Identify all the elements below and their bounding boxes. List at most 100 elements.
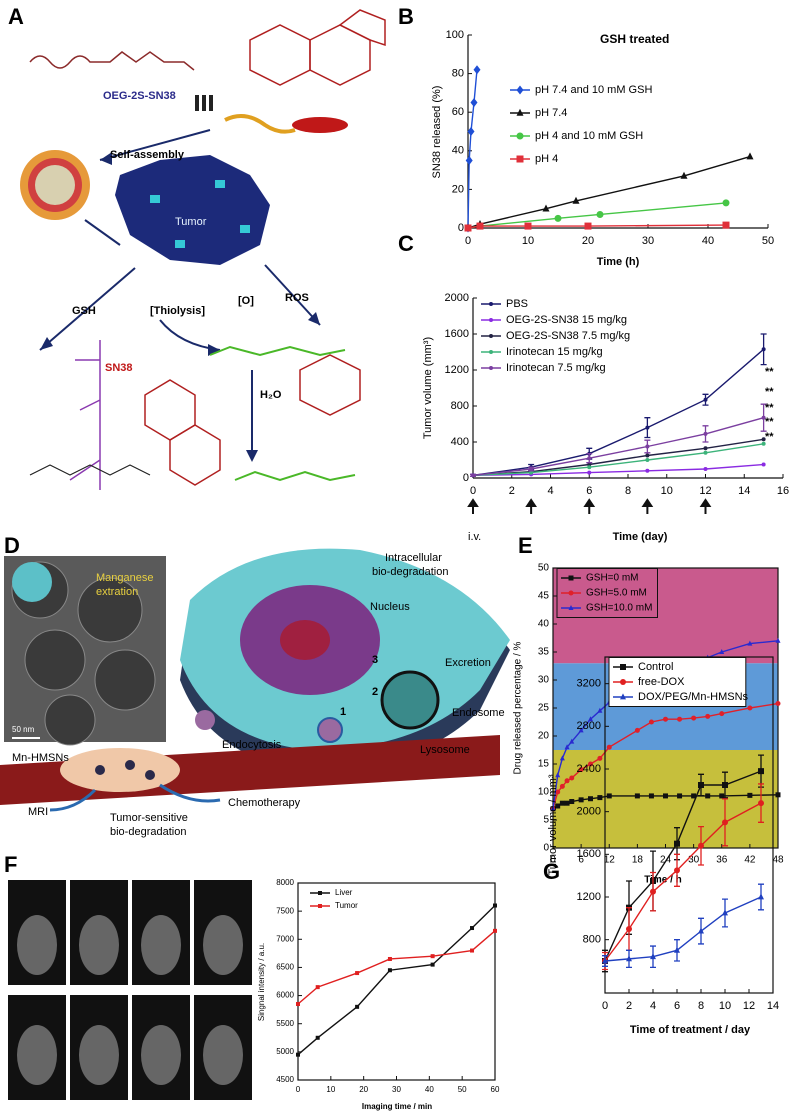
x-tick-label: 10 xyxy=(326,1085,335,1094)
x-tick-label: 30 xyxy=(392,1085,401,1094)
marker xyxy=(775,792,781,798)
y-tick-label: 7000 xyxy=(276,934,294,943)
x-tick-label: 50 xyxy=(458,1085,467,1094)
x-axis-label: Time of treatment / day xyxy=(630,1024,751,1036)
diagram-label: bio-degradation xyxy=(372,566,448,578)
marker xyxy=(634,793,640,799)
x-tick-label: 60 xyxy=(491,1085,500,1094)
y-tick-label: 6000 xyxy=(276,991,294,1000)
marker xyxy=(318,891,322,895)
marker xyxy=(602,957,608,964)
legend-label: pH 7.4 and 10 mM GSH xyxy=(535,84,652,96)
x-tick-label: 2 xyxy=(626,1000,632,1012)
marker xyxy=(516,132,524,140)
marker xyxy=(645,453,650,458)
y-tick-label: 10 xyxy=(538,787,550,798)
x-tick-label: 8 xyxy=(698,1000,704,1012)
y-tick-label: 35 xyxy=(538,647,550,658)
series-line xyxy=(472,348,765,476)
legend-label: GSH=5.0 mM xyxy=(586,588,647,599)
diagram-label: Mn-HMSNs xyxy=(12,752,69,764)
marker xyxy=(703,450,708,455)
legend-label: OEG-2S-SN38 7.5 mg/kg xyxy=(506,330,630,342)
marker xyxy=(606,744,612,750)
marker xyxy=(606,793,612,799)
marker xyxy=(758,768,764,775)
marker xyxy=(626,955,632,962)
diagram-label: Lysosome xyxy=(420,744,470,756)
legend-label: Liver xyxy=(335,888,353,897)
marker xyxy=(634,727,640,733)
marker xyxy=(587,470,592,475)
y-tick-label: 20 xyxy=(452,183,464,195)
marker xyxy=(650,888,656,895)
injection-arrow xyxy=(467,498,479,514)
marker xyxy=(648,719,654,725)
marker xyxy=(569,799,575,805)
diagram-label: MRI xyxy=(28,806,48,818)
mri-images xyxy=(8,880,252,1100)
legend-label: pH 7.4 xyxy=(535,107,567,119)
y-tick-label: 6500 xyxy=(276,963,294,972)
x-tick-label: 0 xyxy=(296,1085,301,1094)
x-tick-label: 4 xyxy=(650,1000,656,1012)
marker xyxy=(674,867,680,874)
x-tick-label: 0 xyxy=(470,485,476,497)
legend-label: Irinotecan 7.5 mg/kg xyxy=(506,362,606,374)
diagram-label: extration xyxy=(96,586,138,598)
marker xyxy=(559,755,565,761)
x-tick-label: 0 xyxy=(465,235,471,247)
x-tick-label: 40 xyxy=(425,1085,434,1094)
marker xyxy=(587,456,592,461)
marker xyxy=(559,800,565,806)
x-tick-label: 42 xyxy=(744,855,756,866)
x-tick-label: 20 xyxy=(359,1085,368,1094)
panel-label: G xyxy=(543,859,560,884)
marker xyxy=(524,222,532,230)
x-tick-label: 40 xyxy=(702,235,714,247)
marker xyxy=(719,793,725,799)
legend-label: PBS xyxy=(506,298,528,310)
x-tick-label: 4 xyxy=(547,485,553,497)
y-axis-label: Drug released percentage / % xyxy=(513,641,524,774)
marker xyxy=(758,800,764,807)
marker xyxy=(569,775,575,781)
x-tick-label: 14 xyxy=(767,1000,779,1012)
x-tick-label: 6 xyxy=(586,485,592,497)
y-tick-label: 50 xyxy=(538,563,550,574)
marker xyxy=(550,805,556,811)
marker xyxy=(493,928,497,933)
marker xyxy=(578,767,584,773)
y-tick-label: 80 xyxy=(452,68,464,80)
diagram-label: Manganese xyxy=(96,572,154,584)
marker xyxy=(473,65,481,75)
marker xyxy=(719,649,725,654)
x-tick-label: 20 xyxy=(582,235,594,247)
marker xyxy=(626,926,632,932)
y-tick-label: 400 xyxy=(451,436,469,448)
significance-mark: ** xyxy=(765,402,774,414)
marker xyxy=(489,334,493,338)
marker xyxy=(761,437,766,442)
marker xyxy=(578,797,584,803)
panel-label: E xyxy=(518,533,533,558)
marker xyxy=(597,707,603,713)
y-tick-label: 5000 xyxy=(276,1047,294,1056)
marker xyxy=(698,927,704,934)
marker xyxy=(680,171,688,179)
y-tick-label: 30 xyxy=(538,675,550,686)
legend-label: GSH=0 mM xyxy=(586,573,639,584)
x-tick-label: 8 xyxy=(625,485,631,497)
marker xyxy=(703,467,708,471)
x-tick-label: 10 xyxy=(522,235,534,247)
marker xyxy=(529,470,534,475)
marker xyxy=(703,397,708,402)
reagent-label: GSH xyxy=(72,305,96,317)
marker xyxy=(564,800,570,806)
x-axis-label: Time (day) xyxy=(613,531,668,543)
marker xyxy=(698,782,704,788)
reagent-label: ROS xyxy=(285,292,309,304)
product-label: SN38 xyxy=(105,362,133,374)
marker xyxy=(596,210,604,218)
marker xyxy=(645,425,650,430)
